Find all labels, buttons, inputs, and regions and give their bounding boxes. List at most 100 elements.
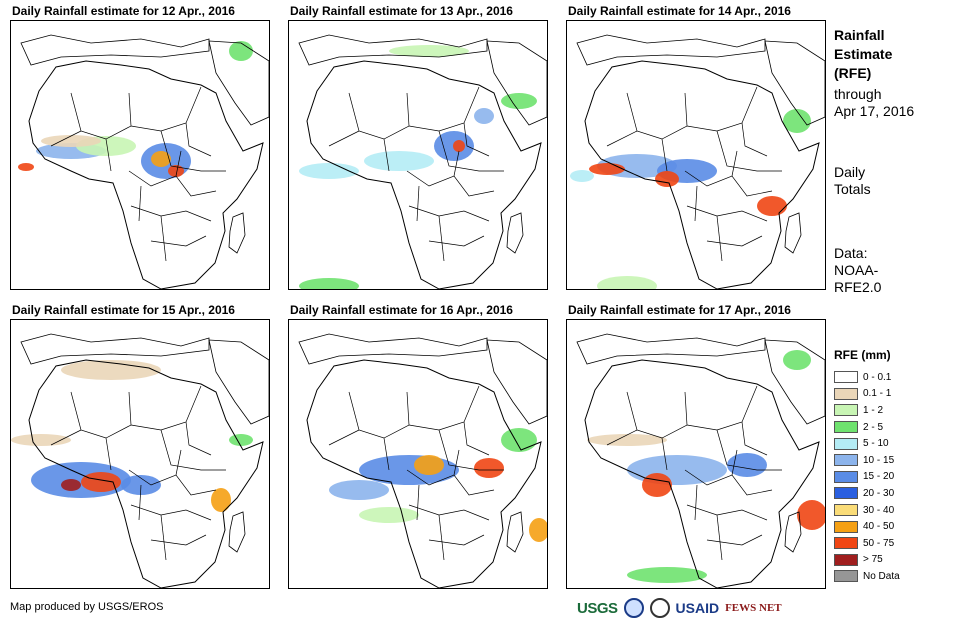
country-border (138, 185, 142, 222)
country-border (716, 130, 782, 172)
rainfall-area (299, 278, 359, 289)
country-border (408, 385, 480, 431)
usaid-logo: USAID (675, 600, 720, 616)
madagascar-outline (784, 511, 802, 553)
country-border (428, 534, 485, 546)
rainfall-area (474, 458, 504, 478)
sidebar-title-line: Estimate (834, 46, 893, 62)
rainfall-area (41, 135, 101, 147)
map-panel-apr15: Daily Rainfall estimate for 15 Apr., 201… (10, 302, 272, 589)
rainfall-area (627, 455, 727, 485)
country-border (463, 421, 490, 456)
sidebar-through-line: Apr 17, 2016 (834, 103, 915, 119)
country-border (416, 185, 420, 222)
country-border (694, 185, 698, 222)
rainfall-area (61, 360, 161, 380)
country-border (686, 504, 768, 521)
country-border (50, 429, 82, 446)
legend-title: RFE (mm) (834, 348, 891, 362)
country-border (105, 437, 112, 471)
rainfall-area (453, 140, 465, 152)
europe-coastline (576, 34, 766, 66)
country-border (175, 150, 182, 177)
rainfall-area (211, 488, 231, 512)
country-border (406, 170, 495, 197)
country-border (741, 421, 768, 456)
credit-text: Map produced by USGS/EROS (10, 601, 164, 613)
country-border (716, 215, 723, 262)
usgs-logo: USGS (577, 599, 618, 617)
country-border (328, 130, 360, 147)
country-border (160, 215, 167, 262)
rainfall-area (18, 163, 34, 171)
country-border (453, 150, 460, 177)
africa-outline (28, 359, 264, 588)
rainfall-area (501, 93, 537, 109)
sidebar-data-line: Data: (834, 245, 868, 261)
sidebar-title: Rainfall Estimate (RFE) (834, 26, 892, 83)
country-border (130, 504, 212, 521)
logos: USGS USAID FEWS NET (577, 596, 782, 620)
rainfall-area (168, 165, 184, 177)
rainfall-map (288, 20, 548, 290)
legend-label: 10 - 15 (863, 454, 895, 466)
sidebar-data-source: Data: NOAA- RFE2.0 (834, 245, 881, 296)
rainfall-area (11, 434, 71, 446)
rainfall-area (501, 428, 537, 452)
legend: RFE (mm) 0 - 0.1 0.1 - 1 1 - 2 2 - 5 5 - 10 1… (834, 348, 900, 585)
europe-coastline (576, 333, 766, 365)
madagascar-outline (784, 212, 802, 254)
country-border (741, 122, 768, 157)
legend-item: 10 - 15 (834, 452, 900, 469)
country-border (160, 514, 167, 561)
legend-item: 1 - 2 (834, 402, 900, 419)
country-border (160, 429, 226, 471)
rainfall-area (597, 276, 657, 289)
legend-swatch (834, 537, 858, 550)
country-border (150, 534, 207, 546)
madagascar-outline (506, 212, 524, 254)
legend-label: 0.1 - 1 (863, 388, 892, 400)
noaa-logo-icon (623, 598, 644, 618)
nasa-seal-icon (649, 598, 670, 618)
map-panel-apr17: Daily Rainfall estimate for 17 Apr., 201… (566, 302, 828, 589)
country-border (716, 429, 782, 471)
rainfall-area (727, 453, 767, 477)
country-border (408, 86, 480, 132)
country-border (716, 514, 723, 561)
legend-label: 50 - 75 (863, 537, 895, 549)
country-border (453, 449, 460, 476)
legend-item: 15 - 20 (834, 469, 900, 486)
country-border (348, 391, 410, 439)
legend-label: > 75 (863, 554, 883, 566)
africa-outline (28, 60, 264, 289)
legend-swatch (834, 404, 858, 417)
rainfall-area (81, 472, 121, 492)
rainfall-map (10, 319, 270, 589)
country-border (731, 150, 738, 177)
africa-outline (306, 60, 542, 289)
rainfall-area (655, 171, 679, 187)
legend-item: 5 - 10 (834, 435, 900, 452)
sidebar-through-line: through (834, 86, 882, 102)
legend-item: 40 - 50 (834, 518, 900, 535)
rainfall-map (10, 20, 270, 290)
rainfall-area (359, 455, 459, 485)
rainfall-area (389, 45, 469, 57)
rainfall-area (570, 170, 594, 182)
country-border (416, 484, 420, 521)
rainfall-map (566, 20, 826, 290)
map-panel-apr14: Daily Rainfall estimate for 14 Apr., 201… (566, 3, 828, 290)
legend-item: No Data (834, 568, 900, 585)
arabia-outline (764, 339, 825, 425)
country-border (383, 138, 390, 172)
rainfall-area (364, 151, 434, 171)
arabia-outline (486, 40, 547, 126)
rainfall-area (229, 434, 253, 446)
panel-title: Daily Rainfall estimate for 17 Apr., 201… (568, 303, 791, 317)
country-border (438, 215, 445, 262)
sidebar-data-line: NOAA- (834, 262, 879, 278)
legend-item: 20 - 30 (834, 485, 900, 502)
sidebar-through: through Apr 17, 2016 (834, 86, 914, 120)
rainfall-area (329, 480, 389, 500)
